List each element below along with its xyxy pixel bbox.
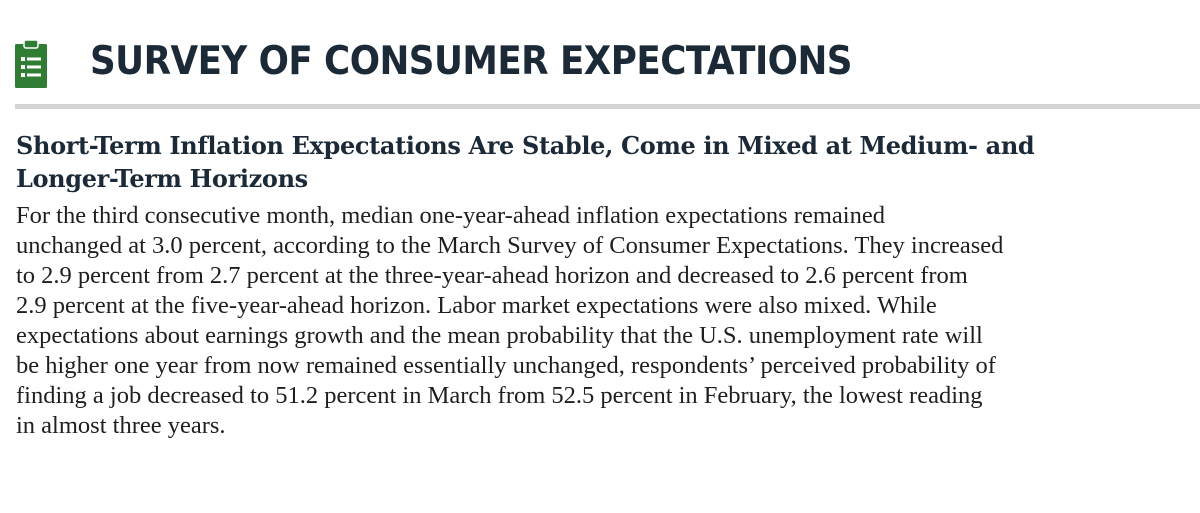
body-line: to 2.9 percent from 2.7 percent at the t… [16,262,968,289]
headline-line: Longer-Term Horizons [16,164,308,193]
body-line: unchanged at 3.0 percent, according to t… [16,232,1004,259]
body-line: For the third consecutive month, median … [16,202,885,229]
article: Short-Term Inflation Expectations Are St… [16,129,1191,441]
section-header: SURVEY OF CONSUMER EXPECTATIONS [0,0,1200,105]
body-line: be higher one year from now remained ess… [16,352,996,379]
body-line: expectations about earnings growth and t… [16,322,983,349]
clipboard-list-icon [15,40,47,88]
article-headline[interactable]: Short-Term Inflation Expectations Are St… [16,129,1191,195]
body-line: finding a job decreased to 51.2 percent … [16,382,983,409]
body-line: 2.9 percent at the five-year-ahead horiz… [16,292,937,319]
section-divider [15,104,1200,109]
headline-line: Short-Term Inflation Expectations Are St… [16,131,1035,160]
body-line: in almost three years. [16,412,226,439]
page-title: SURVEY OF CONSUMER EXPECTATIONS [90,39,852,84]
article-body: For the third consecutive month, median … [16,201,1191,441]
